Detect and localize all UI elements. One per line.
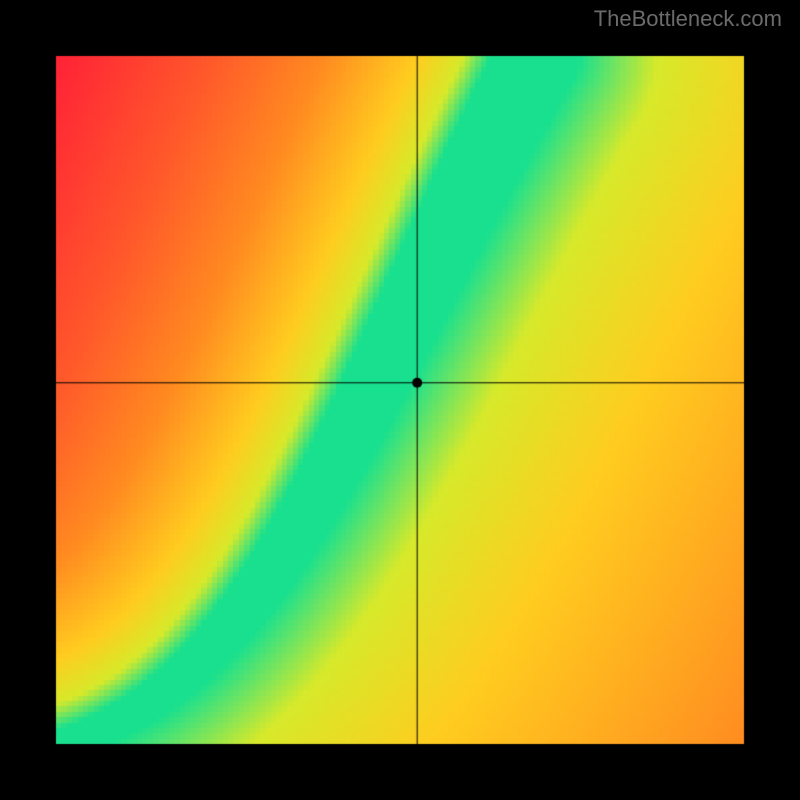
watermark-text: TheBottleneck.com bbox=[594, 6, 782, 32]
chart-container: TheBottleneck.com bbox=[0, 0, 800, 800]
bottleneck-heatmap bbox=[0, 0, 800, 800]
